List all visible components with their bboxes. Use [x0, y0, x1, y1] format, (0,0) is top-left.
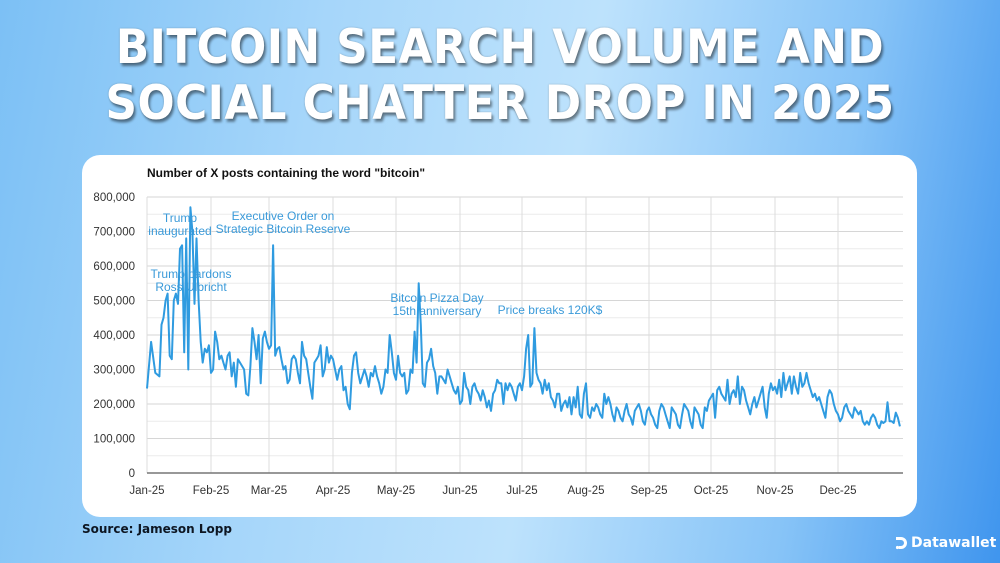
x-tick-label: Sep-25: [630, 485, 667, 497]
chart-annotation: Executive Order on: [232, 209, 335, 223]
y-tick-label: 500,000: [93, 296, 135, 308]
x-tick-label: Mar-25: [251, 485, 287, 497]
x-tick-label: Jan-25: [129, 485, 164, 497]
chart-annotation: Trump pardons: [151, 267, 232, 281]
y-tick-label: 100,000: [93, 434, 135, 446]
series-line: [146, 206, 901, 430]
x-tick-label: Apr-25: [316, 485, 351, 497]
line-chart: 0 100,000 200,000 300,000 400,000 500,000 600,…: [93, 192, 903, 497]
x-tick-label: Jun-25: [442, 485, 477, 497]
y-tick-label: 0: [129, 468, 135, 480]
y-tick-label: 300,000: [93, 365, 135, 377]
chart-annotation: Trump: [163, 211, 198, 225]
datawallet-logo-icon: [895, 537, 907, 550]
headline-line-1: BITCOIN SEARCH VOLUME AND: [115, 20, 885, 75]
chart-card: 0 100,000 200,000 300,000 400,000 500,000 600,…: [82, 155, 917, 517]
chart-annotation: 15th anniversary: [393, 304, 482, 318]
chart-annotation: Bitcoin Pizza Day: [390, 291, 483, 305]
chart-title: Number of X posts containing the word "b…: [147, 166, 426, 180]
x-tick-label: Oct-25: [694, 485, 729, 497]
brand-watermark: Datawallet: [895, 535, 996, 551]
y-tick-label: 800,000: [93, 192, 135, 204]
x-tick-label: Jul-25: [506, 485, 537, 497]
x-tick-label: Feb-25: [193, 485, 229, 497]
x-tick-label: Dec-25: [819, 485, 856, 497]
chart-annotation: Ross Ulbricht: [155, 280, 227, 294]
y-tick-label: 700,000: [93, 227, 135, 239]
x-tick-label: May-25: [377, 485, 415, 497]
chart-annotation: Strategic Bitcoin Reserve: [216, 222, 351, 236]
x-tick-label: Nov-25: [756, 485, 793, 497]
page-headline: BITCOIN SEARCH VOLUME AND SOCIAL CHATTER…: [35, 20, 965, 132]
y-tick-label: 400,000: [93, 330, 135, 342]
chart-annotation: Price breaks 120K$: [498, 303, 603, 317]
x-tick-label: Aug-25: [567, 485, 604, 497]
y-tick-label: 200,000: [93, 399, 135, 411]
headline-line-2: SOCIAL CHATTER DROP IN 2025: [105, 76, 895, 131]
chart-annotation: inaugurated: [148, 224, 211, 238]
y-tick-label: 600,000: [93, 261, 135, 273]
brand-name: Datawallet: [911, 535, 997, 551]
source-credit: Source: Jameson Lopp: [82, 522, 232, 536]
